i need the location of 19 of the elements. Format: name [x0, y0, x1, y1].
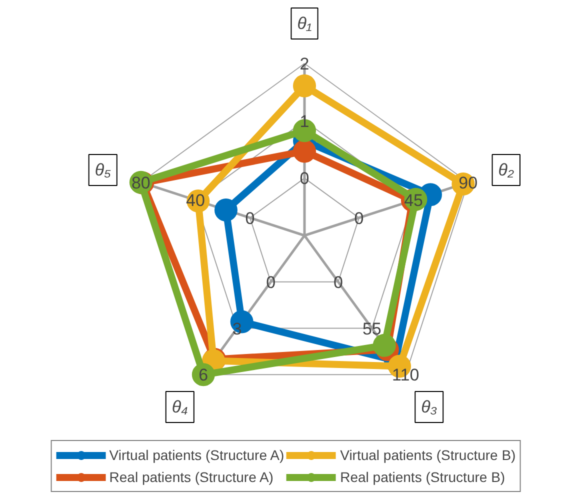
legend-label: Real patients (Structure A): [109, 469, 274, 485]
spoke-label: θ₃: [421, 398, 438, 417]
text: 55: [362, 319, 382, 338]
text: 2: [300, 54, 310, 74]
text: 0: [245, 208, 255, 228]
spoke-label: θ₂: [498, 160, 514, 180]
text: 0: [266, 272, 276, 292]
spoke-label: θ₅: [94, 160, 112, 180]
text: 80: [131, 173, 150, 192]
text: 0: [354, 208, 364, 228]
legend-label: Virtual patients (Structure B): [340, 447, 516, 463]
text: 6: [198, 366, 208, 385]
spoke-label: θ₁: [297, 14, 312, 33]
spoke-label: θ₄: [172, 398, 188, 417]
text: 45: [404, 191, 424, 210]
legend-label: Real patients (Structure B): [340, 469, 506, 485]
legend-label: Virtual patients (Structure A): [109, 447, 284, 463]
text: 0: [300, 169, 310, 188]
text: 0: [333, 272, 343, 292]
